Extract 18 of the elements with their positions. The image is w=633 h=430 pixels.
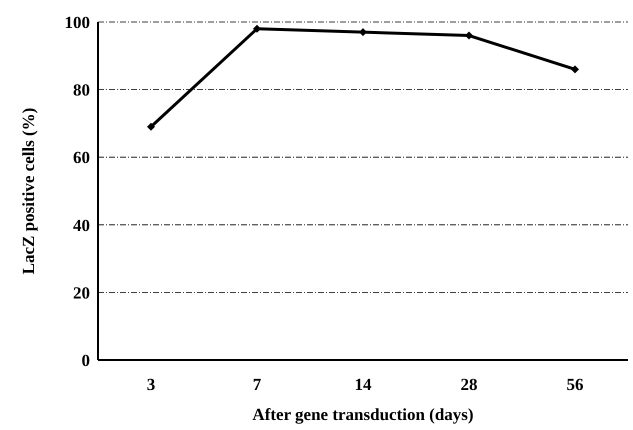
point [253,24,261,33]
point [465,32,473,40]
y-tick-label: 0 [82,351,90,370]
point [147,122,155,131]
y-tick-label: 60 [73,148,90,168]
point [359,28,367,36]
point [571,65,579,74]
x-tick-label: 7 [252,375,262,394]
x-axis-title: After gene transduction (days) [252,405,474,424]
x-tick-label: 14 [354,375,372,394]
y-tick-label: 40 [73,216,90,235]
y-tick-label: 20 [73,283,90,302]
y-tick-label: 80 [73,80,90,100]
y-tick-label: 100 [64,13,90,32]
y-axis-title: LacZ positive cells (%) [19,108,38,274]
x-tick-label: 56 [566,375,584,394]
x-tick-label: 28 [460,375,478,394]
x-tick-label: 3 [146,375,156,394]
